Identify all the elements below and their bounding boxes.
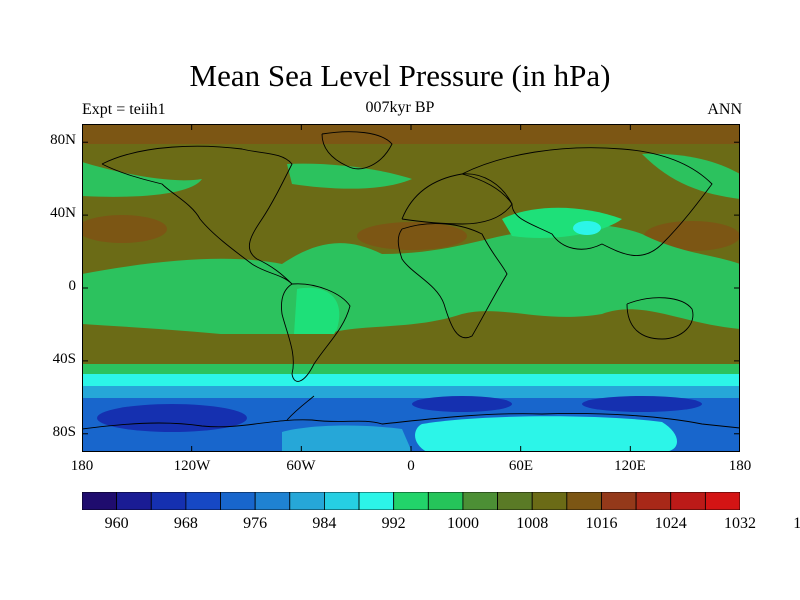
colorbar-box xyxy=(289,492,325,510)
colorbar-label: 960 xyxy=(104,515,129,532)
region-circumpolar-deep-low-3 xyxy=(582,396,702,412)
lon-tick-120w: 120W xyxy=(173,458,211,474)
colorbar-box xyxy=(116,492,152,510)
region-east-pacific-high xyxy=(644,221,740,251)
region-south-america-low xyxy=(294,287,340,346)
colorbar-label: 992 xyxy=(381,515,406,532)
coast-south-america xyxy=(281,283,351,382)
region-atlantic-subtropical-high xyxy=(357,222,467,250)
region-west-antarctic xyxy=(282,425,412,452)
coast-antarctic-peninsula xyxy=(286,395,315,421)
colorbar-label: 1000 xyxy=(446,515,479,532)
region-pacific-subtropical-high xyxy=(82,215,167,243)
colorbar-box xyxy=(254,492,291,510)
colorbar-box xyxy=(531,492,568,510)
region-circumpolar-deep-low-2 xyxy=(412,396,512,412)
lat-tick-80s: 80S xyxy=(52,424,76,440)
region-antarctic-high xyxy=(415,416,677,452)
colorbar-box xyxy=(566,492,602,510)
region-arctic-high xyxy=(82,124,740,144)
colorbar-box xyxy=(82,492,118,510)
region-southern-subtropical-ridge xyxy=(82,334,740,364)
coastlines xyxy=(82,131,740,430)
lon-tick-60w: 60W xyxy=(286,458,316,474)
colorbar-box xyxy=(427,492,464,510)
pressure-map xyxy=(82,124,740,452)
coast-africa xyxy=(397,223,508,339)
experiment-label: Expt = teiih1 xyxy=(82,101,166,118)
colorbar-box xyxy=(324,492,360,510)
coast-north-america xyxy=(101,145,293,285)
lon-tick-0: 0 xyxy=(407,458,415,474)
colorbar-box xyxy=(601,492,637,510)
region-north-atlantic-low xyxy=(287,163,412,189)
colorbar-label: 968 xyxy=(173,515,198,532)
colorbar-label: 1040 xyxy=(793,515,800,532)
map-subtitle: 007kyr BP xyxy=(365,99,435,116)
map-title: Mean Sea Level Pressure (in hPa) xyxy=(189,58,611,93)
region-pacific-low-right xyxy=(642,153,740,199)
colorbar-box xyxy=(358,492,395,510)
colorbar-box xyxy=(185,492,221,510)
lat-tick-80n: 80N xyxy=(50,132,76,148)
colorbar-label: 1024 xyxy=(654,515,687,532)
lon-tick-120e: 120E xyxy=(614,458,646,474)
coast-asia xyxy=(461,147,713,256)
region-equatorial-low xyxy=(82,224,740,344)
region-asian-cyan-low xyxy=(573,221,601,235)
coast-greenland xyxy=(321,131,393,170)
region-southern-cyan-band xyxy=(82,374,740,386)
lon-tick-180w: 180 xyxy=(70,458,94,474)
lon-tick-60e: 60E xyxy=(508,458,534,474)
lat-tick-0: 0 xyxy=(68,278,77,294)
region-southern-teal-band xyxy=(82,386,740,398)
region-circumpolar-deep-low-1 xyxy=(97,404,247,432)
colorbar-label: 984 xyxy=(312,515,337,532)
colorbar-box xyxy=(393,492,429,510)
region-north-pacific-low xyxy=(82,162,202,197)
colorbar-label: 976 xyxy=(243,515,268,532)
colorbar-label: 1008 xyxy=(516,515,549,532)
lat-tick-40s: 40S xyxy=(52,351,76,367)
colorbar-box xyxy=(635,492,672,510)
season-label: ANN xyxy=(707,101,742,118)
coast-australia xyxy=(626,297,694,340)
colorbar-label: 1016 xyxy=(585,515,618,532)
colorbar-label: 1032 xyxy=(724,515,756,532)
colorbar-box xyxy=(704,492,740,510)
region-southern-green-band xyxy=(82,364,740,374)
colorbar-box xyxy=(220,492,256,510)
lat-tick-40n: 40N xyxy=(50,205,76,221)
colorbar-box xyxy=(462,492,498,510)
colorbar xyxy=(82,492,740,510)
colorbar-box xyxy=(670,492,706,510)
colorbar-box xyxy=(497,492,533,510)
colorbar-box xyxy=(150,492,187,510)
coast-antarctica xyxy=(82,413,740,430)
lon-tick-180e: 180 xyxy=(728,458,752,474)
